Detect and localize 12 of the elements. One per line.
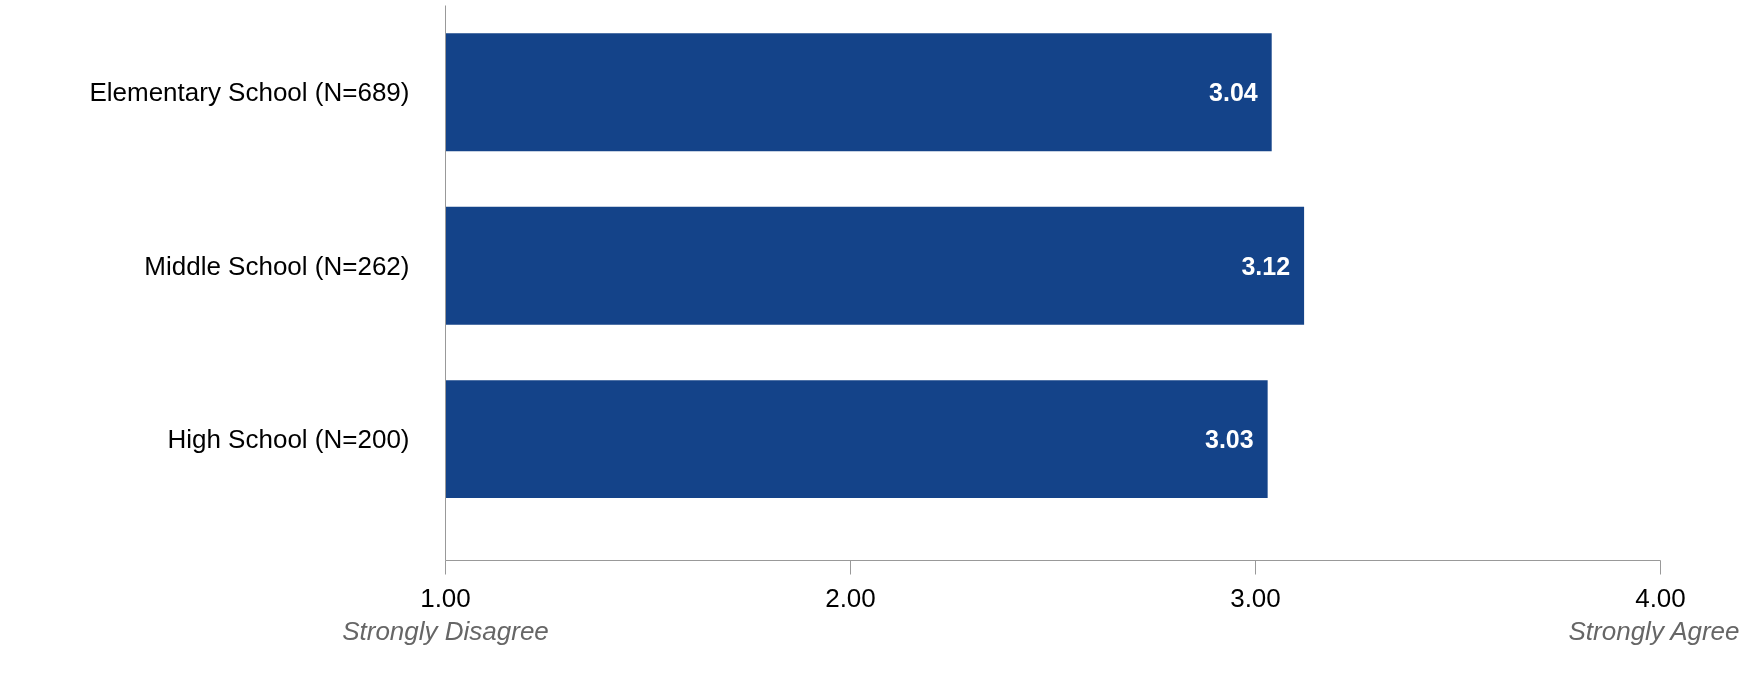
- text: Strongly Disagree: [342, 615, 549, 646]
- data-label: 3.04: [1209, 78, 1258, 107]
- y-tick-label: High School (N=200): [167, 424, 410, 455]
- y-tick-label: Middle School (N=262): [144, 250, 410, 281]
- y-tick-label: Elementary School (N=689): [89, 77, 410, 108]
- data-label: 3.03: [1204, 425, 1254, 454]
- text: Strongly Agree: [1568, 615, 1740, 646]
- x-tick-label: 4.00: [1635, 582, 1686, 613]
- x-tick-label: 1.00: [420, 582, 471, 613]
- x-tick-label: 3.00: [1230, 582, 1281, 613]
- data-label: 3.12: [1241, 251, 1291, 280]
- x-tick-label: 2.00: [825, 582, 876, 613]
